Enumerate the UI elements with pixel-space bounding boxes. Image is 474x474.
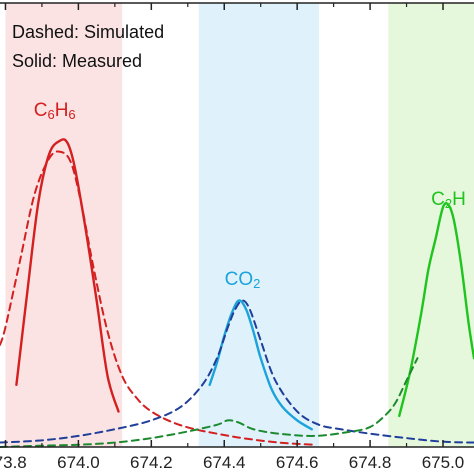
species-label-2: C2H <box>431 189 466 211</box>
highlight-bands <box>5 3 474 447</box>
species-label-0: C6H6 <box>34 100 76 122</box>
highlight-band-2 <box>388 3 474 447</box>
series-line-4-solid <box>398 202 474 418</box>
series-line-0-solid <box>15 138 120 413</box>
x-tick-label: 674.0 <box>57 453 100 472</box>
species-label-1: CO2 <box>225 269 261 291</box>
series-line-5-dashed <box>0 357 419 448</box>
series-line-1-dashed <box>0 150 317 446</box>
species-annotations: C6H6 CO2 C2H <box>34 100 466 291</box>
x-tick-label: 674.4 <box>203 453 246 472</box>
series-lines <box>0 138 474 448</box>
x-tick-label: 673.8 <box>0 453 27 472</box>
legend-solid-text: Solid: Measured <box>12 51 142 71</box>
x-tick-label: 674.2 <box>130 453 173 472</box>
x-tick-label: 675.0 <box>422 453 465 472</box>
legend-dashed-text: Dashed: Simulated <box>12 22 164 42</box>
highlight-band-1 <box>198 3 320 447</box>
highlight-band-0 <box>5 3 123 447</box>
series-line-3-dashed <box>0 299 474 444</box>
x-tick-label: 674.6 <box>276 453 319 472</box>
x-tick-label: 674.8 <box>349 453 392 472</box>
